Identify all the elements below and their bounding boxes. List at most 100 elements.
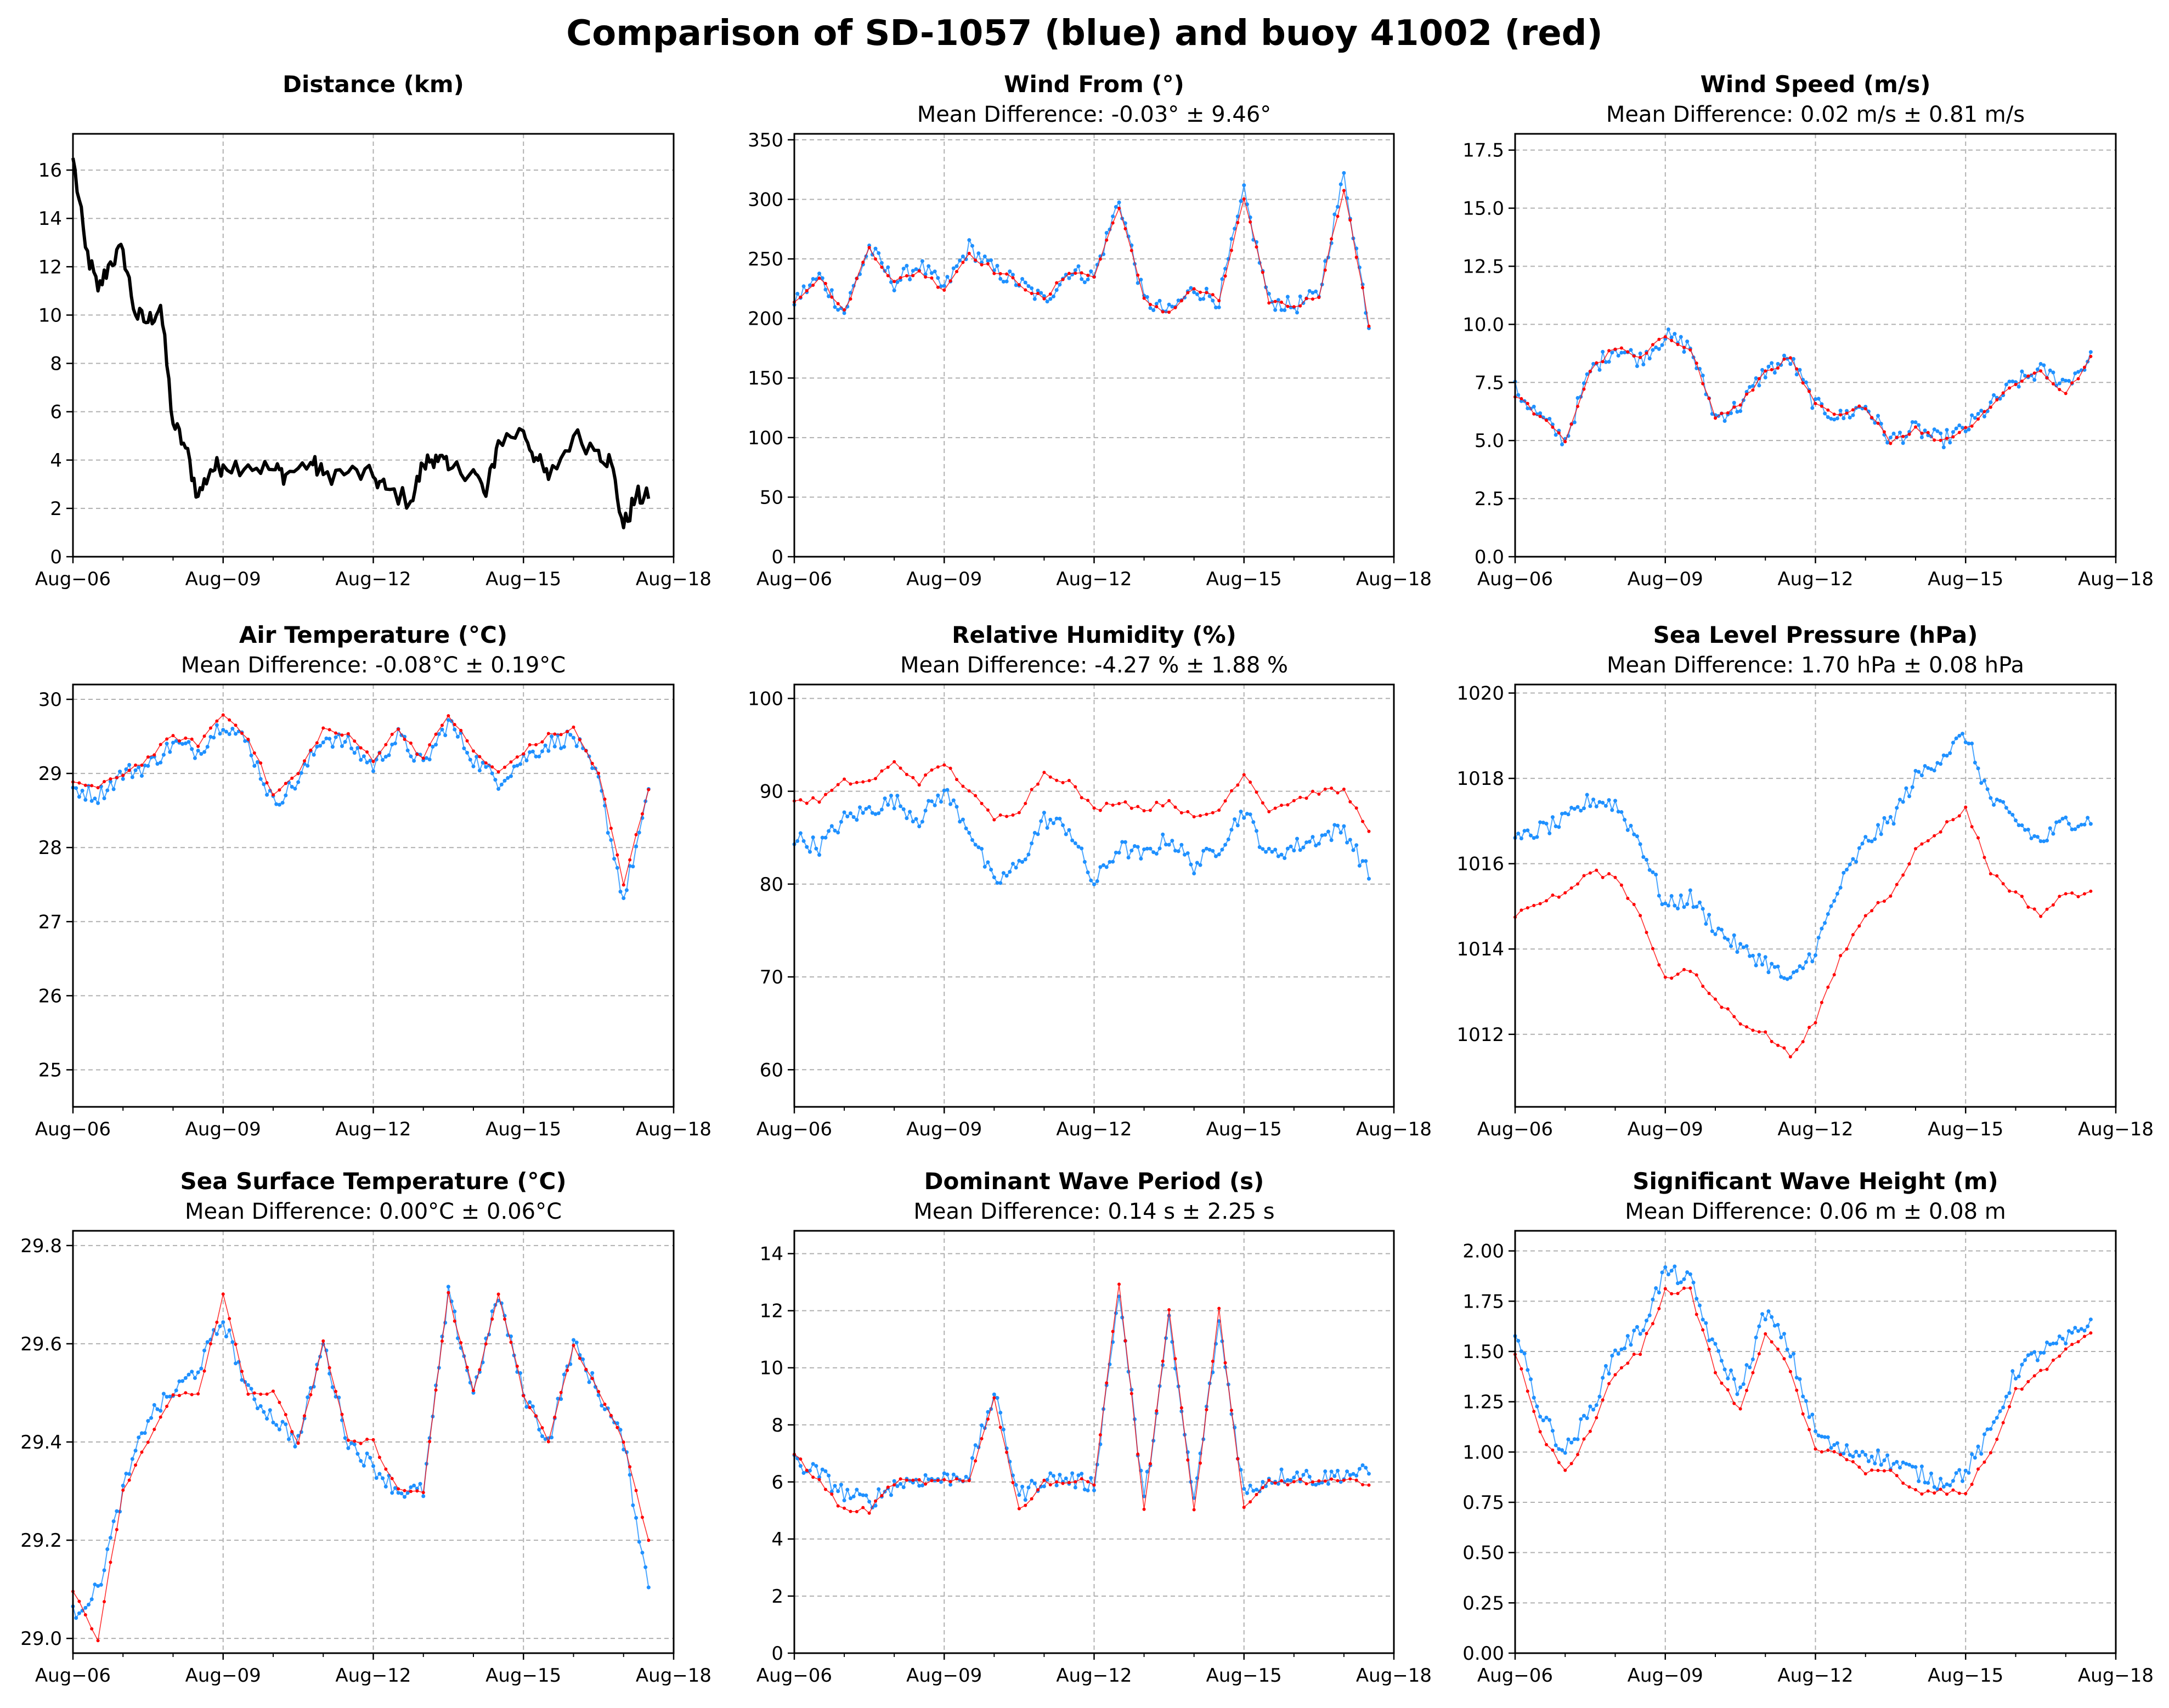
data-point — [1873, 837, 1877, 841]
data-point — [1229, 1409, 1233, 1412]
data-point — [967, 238, 971, 242]
data-point — [1045, 299, 1049, 304]
y-tick-label: 0.75 — [1462, 1492, 1504, 1514]
data-point — [1148, 303, 1152, 307]
data-point — [1547, 1418, 1552, 1422]
data-point — [1973, 1456, 1977, 1460]
data-point — [578, 1356, 581, 1360]
data-point — [540, 749, 544, 754]
data-point — [1820, 404, 1823, 408]
data-point — [134, 763, 138, 767]
data-point — [1314, 289, 1318, 293]
data-point — [1170, 839, 1174, 843]
data-point — [550, 734, 554, 739]
data-point — [1307, 1474, 1312, 1479]
data-point — [2089, 889, 2093, 893]
data-point — [1591, 798, 1596, 802]
data-point — [396, 1491, 400, 1495]
data-point — [1354, 1478, 1358, 1482]
data-point — [1361, 819, 1365, 823]
data-point — [1023, 280, 1027, 285]
data-point — [1707, 1348, 1711, 1351]
data-point — [1251, 1489, 1256, 1493]
data-point — [1545, 899, 1549, 903]
buoy-series — [793, 189, 1371, 328]
data-point — [1217, 299, 1221, 303]
data-point — [524, 759, 529, 763]
data-point — [1629, 823, 1633, 828]
data-point — [1554, 824, 1558, 829]
data-point — [165, 737, 169, 741]
data-point — [105, 788, 110, 793]
data-point — [1832, 1443, 1837, 1447]
data-point — [1267, 846, 1271, 851]
y-tick-label: 2.5 — [1475, 488, 1504, 510]
data-point — [509, 760, 513, 764]
data-point — [1145, 846, 1149, 851]
data-point — [1261, 847, 1265, 851]
data-point — [1750, 1357, 1755, 1361]
data-point — [1829, 416, 1833, 421]
data-point — [1651, 947, 1654, 951]
data-point — [177, 1394, 181, 1398]
data-point — [559, 1397, 563, 1401]
data-point — [805, 289, 809, 293]
data-point — [234, 1361, 238, 1366]
data-point — [1074, 272, 1077, 275]
data-point — [901, 267, 906, 271]
figure-title: Comparison of SD-1057 (blue) and buoy 41… — [566, 13, 1602, 54]
data-point — [1092, 1483, 1096, 1487]
data-point — [1601, 360, 1605, 364]
data-point — [1173, 306, 1177, 310]
data-point — [1992, 1420, 1996, 1424]
data-point — [833, 1484, 837, 1488]
data-point — [1704, 921, 1708, 926]
data-point — [1255, 790, 1258, 794]
data-point — [1582, 1437, 1586, 1441]
data-point — [590, 1377, 594, 1381]
data-point — [1030, 841, 1034, 846]
data-point — [1932, 768, 1936, 773]
data-point — [1273, 1481, 1277, 1485]
data-point — [1154, 302, 1159, 306]
data-point — [409, 741, 413, 745]
data-point — [1857, 404, 1861, 408]
data-point — [1676, 972, 1680, 976]
data-point — [1280, 804, 1284, 807]
data-point — [1613, 347, 1617, 351]
data-point — [1036, 292, 1040, 296]
data-point — [446, 718, 450, 722]
data-point — [2060, 377, 2065, 382]
data-point — [1926, 839, 1930, 842]
data-point — [1236, 783, 1240, 787]
data-point — [1129, 806, 1133, 810]
data-point — [1055, 778, 1059, 782]
data-point — [572, 1338, 575, 1342]
data-point — [1348, 218, 1352, 222]
data-point — [1685, 339, 1690, 343]
data-point — [534, 743, 538, 746]
data-point — [1616, 1351, 1620, 1356]
data-point — [1967, 427, 1971, 432]
data-point — [137, 765, 141, 770]
data-point — [807, 850, 812, 854]
data-point — [1697, 900, 1702, 904]
data-point — [2014, 1376, 2018, 1381]
data-point — [618, 1428, 623, 1432]
data-point — [1064, 1476, 1068, 1480]
data-point — [1635, 1325, 1639, 1329]
data-point — [502, 778, 507, 783]
data-point — [1701, 374, 1705, 378]
data-point — [137, 1435, 141, 1440]
y-tick-label: 0.00 — [1462, 1643, 1504, 1665]
x-tick-label: Aug−06 — [1477, 1118, 1553, 1140]
data-point — [1211, 298, 1215, 303]
data-point — [1882, 900, 1886, 903]
data-point — [851, 815, 856, 819]
data-point — [1866, 1459, 1871, 1463]
data-point — [528, 1400, 532, 1404]
data-point — [2045, 1367, 2049, 1371]
data-point — [1073, 1485, 1077, 1490]
data-point — [1357, 1467, 1362, 1471]
data-point — [1889, 1468, 1893, 1472]
